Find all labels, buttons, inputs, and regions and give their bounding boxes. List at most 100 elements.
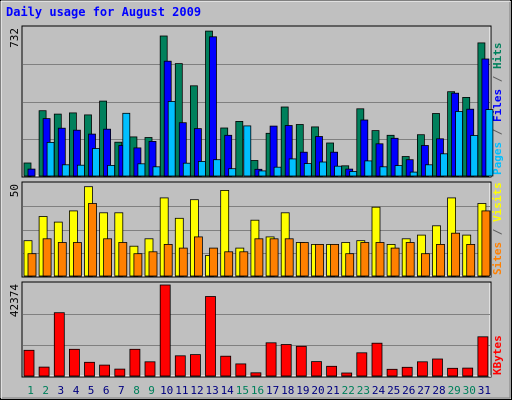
x-tick-label-28: 28	[432, 384, 445, 397]
top-panel: 732 Pages / Files / Hits	[8, 25, 504, 178]
bar-files-day-4	[73, 129, 81, 177]
bar-kbytes-day-10	[159, 284, 171, 377]
bar-pages-day-21	[334, 165, 343, 177]
middle-legend: Sites / Visits	[491, 182, 504, 275]
bar-pages-day-11	[182, 162, 191, 177]
bar-hits-day-11	[174, 63, 183, 177]
x-tick-label-24: 24	[372, 384, 386, 397]
bar-kbytes-day-14	[220, 355, 232, 377]
legend-label-Files: Files	[491, 89, 504, 122]
bar-pages-day-31	[485, 109, 494, 177]
bar-pages-day-20	[319, 161, 327, 177]
bar-pages-day-7	[122, 112, 131, 177]
bar-kbytes-day-25	[386, 368, 398, 377]
bar-files-day-21	[330, 151, 339, 177]
bar-sites-day-1	[27, 253, 37, 277]
chart-title: Daily usage for August 2009	[6, 5, 201, 19]
bar-pages-day-14	[228, 168, 237, 177]
bar-pages-day-28	[440, 153, 448, 177]
bar-kbytes-day-21	[326, 365, 338, 377]
bar-files-day-18	[284, 125, 293, 177]
bar-sites-day-25	[390, 247, 400, 277]
bar-pages-day-27	[424, 164, 433, 177]
x-tick-label-23: 23	[357, 384, 370, 397]
bar-pages-day-17	[273, 166, 282, 177]
bar-sites-day-11	[178, 247, 188, 277]
bar-pages-day-4	[77, 164, 85, 177]
bar-pages-day-15	[243, 125, 252, 177]
bar-kbytes-day-20	[311, 361, 322, 377]
x-tick-label-15: 15	[236, 384, 249, 397]
bar-sites-day-12	[193, 236, 203, 277]
legend-label-sep: /	[491, 222, 504, 242]
x-tick-label-8: 8	[133, 384, 140, 397]
middle-panel: 50 Sites / Visits	[8, 181, 504, 278]
bar-pages-day-25	[394, 165, 403, 177]
chart-panels: 732 Pages / Files / Hits 50 Sites / Visits 4…	[8, 25, 504, 378]
bar-kbytes-day-12	[189, 354, 201, 377]
bar-pages-day-6	[107, 164, 115, 177]
bar-sites-day-29	[451, 232, 461, 277]
bar-pages-day-10	[167, 101, 176, 177]
bar-kbytes-day-4	[69, 348, 80, 377]
x-tick-label-7: 7	[118, 384, 125, 397]
x-tick-label-26: 26	[402, 384, 415, 397]
bar-kbytes-day-29	[447, 367, 459, 377]
bar-kbytes-day-3	[53, 312, 65, 377]
middle-ymax-label: 50	[8, 184, 21, 197]
x-tick-label-29: 29	[448, 384, 461, 397]
bar-hits-day-15	[235, 121, 244, 177]
bar-kbytes-day-9	[144, 361, 156, 377]
bar-sites-day-15	[239, 251, 249, 277]
bar-pages-day-16	[258, 170, 267, 177]
bar-sites-day-10	[163, 243, 173, 277]
legend-label-Visits: Visits	[491, 182, 504, 222]
x-tick-label-22: 22	[342, 384, 355, 397]
bar-files-day-6	[103, 128, 111, 177]
bar-sites-day-13	[209, 247, 218, 277]
top-ymax-label: 732	[8, 28, 21, 48]
bar-files-day-20	[315, 136, 323, 177]
bar-sites-day-9	[148, 251, 158, 277]
bar-hits-day-19	[295, 124, 304, 177]
bar-kbytes-day-16	[250, 372, 262, 377]
bar-pages-day-23	[364, 160, 373, 177]
x-tick-label-18: 18	[281, 384, 294, 397]
x-tick-label-11: 11	[175, 384, 188, 397]
bar-kbytes-day-18	[280, 344, 292, 377]
bar-sites-day-24	[375, 242, 385, 277]
x-tick-label-12: 12	[190, 384, 203, 397]
bar-sites-day-18	[284, 238, 294, 277]
bar-pages-day-2	[46, 141, 55, 177]
bar-sites-day-7	[118, 242, 128, 277]
bar-kbytes-day-28	[432, 358, 443, 377]
bar-sites-day-17	[269, 238, 279, 277]
bar-kbytes-day-26	[401, 366, 413, 377]
bar-kbytes-day-1	[23, 349, 35, 377]
bar-sites-day-26	[405, 242, 415, 277]
x-tick-label-31: 31	[478, 384, 491, 397]
bar-pages-day-5	[92, 148, 100, 177]
bar-kbytes-day-8	[129, 348, 141, 377]
x-tick-label-5: 5	[88, 384, 95, 397]
x-tick-label-9: 9	[148, 384, 155, 397]
bar-pages-day-22	[349, 171, 358, 177]
bar-hits-day-16	[250, 160, 259, 177]
bar-sites-day-30	[466, 243, 476, 277]
bar-files-day-24	[375, 143, 384, 177]
x-tick-label-21: 21	[326, 384, 339, 397]
x-tick-label-30: 30	[463, 384, 476, 397]
bar-pages-day-26	[409, 171, 418, 177]
top-legend: Pages / Files / Hits	[491, 43, 504, 176]
bottom-legend: KBytes	[491, 335, 504, 375]
bar-files-day-8	[133, 147, 142, 177]
x-tick-label-16: 16	[251, 384, 264, 397]
bar-sites-day-5	[88, 203, 97, 277]
bar-files-day-14	[224, 134, 233, 177]
bottom-plot-area	[21, 281, 492, 378]
bar-files-day-23	[360, 119, 369, 177]
x-tick-label-6: 6	[103, 384, 110, 397]
bar-files-day-13	[209, 36, 217, 177]
bar-pages-day-30	[470, 135, 479, 177]
